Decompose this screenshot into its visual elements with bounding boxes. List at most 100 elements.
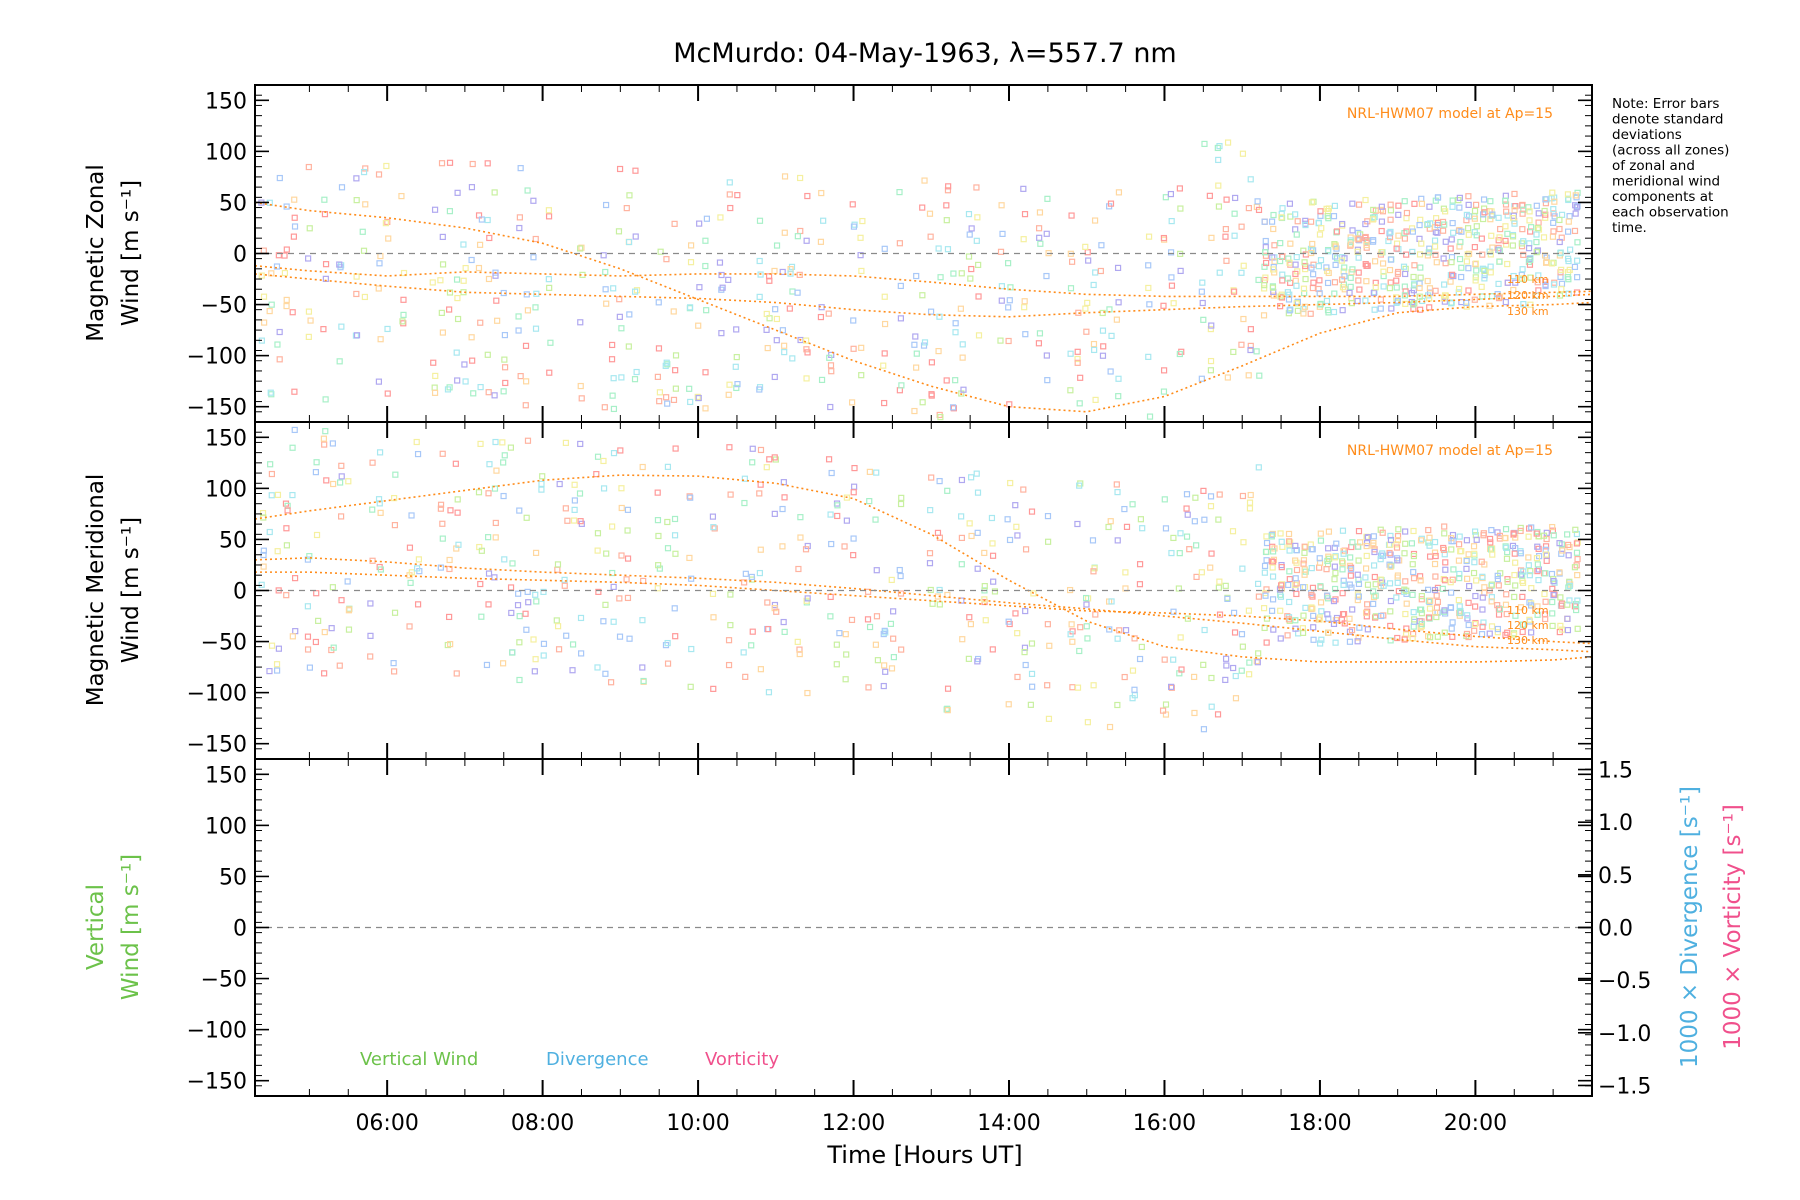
observation-point: [1115, 393, 1122, 400]
observation-point: [850, 535, 857, 542]
observation-point: [749, 445, 756, 452]
observation-point: [538, 480, 545, 488]
observation-point: [827, 613, 834, 620]
observation-point: [485, 275, 493, 283]
observation-point: [514, 602, 522, 609]
observation-point: [662, 362, 669, 369]
observation-point: [499, 660, 507, 667]
observation-point: [1224, 374, 1231, 381]
observation-point: [848, 616, 856, 624]
observation-point: [1417, 537, 1425, 544]
observation-point: [1223, 662, 1230, 669]
observation-point: [1216, 142, 1223, 150]
observation-point: [1121, 505, 1128, 513]
observation-point: [1317, 208, 1324, 215]
observation-point: [1441, 221, 1448, 228]
observation-point: [981, 582, 988, 590]
observation-point: [1424, 277, 1431, 285]
observation-point: [1432, 609, 1439, 616]
observation-point: [571, 497, 578, 504]
observation-point: [826, 354, 833, 361]
observation-point: [1572, 210, 1579, 217]
observation-point: [437, 501, 445, 508]
observation-point: [268, 492, 275, 499]
observation-point: [781, 173, 789, 180]
observation-point: [1262, 252, 1270, 259]
observation-point: [1533, 238, 1540, 246]
observation-point: [491, 574, 498, 581]
observation-point: [696, 220, 703, 227]
observation-point: [375, 378, 383, 385]
observation-point: [1098, 242, 1105, 249]
observation-point: [1325, 615, 1332, 622]
observation-point: [1394, 557, 1401, 564]
observation-point: [377, 252, 384, 260]
observation-point: [508, 609, 515, 617]
observation-point: [1012, 610, 1019, 617]
observation-point: [781, 229, 788, 236]
observation-point: [1279, 277, 1286, 284]
observation-point: [927, 233, 934, 240]
observation-point: [1471, 215, 1478, 222]
observation-point: [1540, 234, 1548, 241]
observation-point: [997, 337, 1004, 344]
observation-point: [601, 404, 608, 411]
observation-point: [958, 561, 965, 568]
observation-point: [616, 595, 623, 602]
observation-point: [1043, 272, 1050, 280]
observation-point: [836, 630, 843, 637]
observation-point: [834, 512, 841, 520]
observation-point: [1551, 579, 1558, 586]
observation-point: [1387, 563, 1394, 570]
observation-point: [291, 223, 299, 230]
observation-point: [1362, 261, 1369, 268]
observation-point: [1416, 293, 1423, 300]
observation-point: [717, 214, 724, 221]
observation-point: [1501, 534, 1509, 542]
observation-point: [872, 641, 879, 648]
observation-point: [795, 565, 802, 573]
observation-point: [1526, 616, 1533, 623]
observation-point: [1092, 269, 1099, 276]
observation-point: [291, 388, 298, 395]
observation-point: [306, 664, 313, 671]
observation-point: [330, 480, 337, 488]
observation-point: [1440, 575, 1447, 583]
observation-point: [773, 337, 780, 344]
observation-point: [336, 358, 343, 365]
observation-point: [1448, 546, 1455, 553]
observation-point: [390, 660, 397, 667]
observation-point: [936, 477, 943, 485]
observation-point: [1527, 602, 1535, 609]
observation-point: [1292, 211, 1299, 218]
right-y-tick-label: 1.0: [1598, 811, 1633, 836]
observation-point: [1377, 556, 1384, 563]
observation-point: [1541, 590, 1548, 598]
observation-point: [1511, 220, 1518, 227]
observation-point: [268, 642, 276, 649]
observation-point: [509, 649, 516, 656]
observation-point: [937, 274, 944, 281]
observation-point: [477, 384, 484, 391]
observation-point: [1231, 210, 1238, 217]
observation-point: [1517, 527, 1524, 535]
observation-point: [1394, 533, 1402, 540]
observation-point: [958, 513, 965, 520]
observation-point: [881, 350, 888, 357]
observation-point: [828, 469, 835, 477]
observation-point: [1198, 569, 1205, 576]
observation-point: [1069, 638, 1076, 645]
observation-point: [702, 405, 709, 412]
observation-point: [1470, 543, 1478, 550]
meridional-ylabel-line1: Magnetic Meridional: [83, 474, 109, 707]
observation-point: [281, 252, 288, 259]
observation-point: [913, 350, 920, 357]
observation-point: [603, 550, 610, 557]
observation-point: [1472, 592, 1479, 600]
observation-point: [833, 641, 840, 648]
observation-point: [727, 622, 734, 629]
observation-point: [1277, 257, 1284, 265]
observation-point: [1473, 232, 1480, 239]
